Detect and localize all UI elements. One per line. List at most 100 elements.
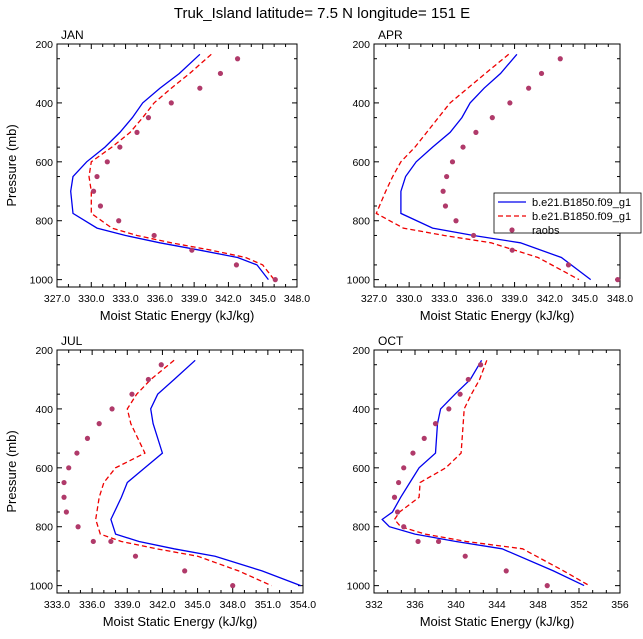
series-line-solid	[381, 359, 585, 587]
raobs-point	[74, 450, 80, 456]
x-tick-label: 339.0	[181, 293, 207, 305]
y-tick-label: 200	[352, 345, 370, 357]
raobs-point	[432, 421, 439, 427]
y-tick-label: 400	[352, 404, 370, 416]
legend-label: raobs	[532, 225, 560, 237]
raobs-point	[233, 262, 240, 268]
series-line-dashed	[375, 53, 580, 281]
raobs-point	[442, 203, 449, 209]
raobs-point	[189, 247, 195, 253]
plot-frame	[373, 43, 621, 288]
x-tick-label: 344	[488, 599, 506, 611]
x-tick-label: 354.0	[290, 599, 316, 611]
x-tick-label: 333.0	[112, 293, 138, 305]
raobs-point	[394, 509, 401, 515]
raobs-point	[217, 70, 224, 77]
raobs-point	[97, 203, 104, 209]
raobs-point	[90, 538, 96, 545]
raobs-point	[444, 173, 450, 180]
raobs-point	[415, 538, 421, 545]
x-tick-label: 345.0	[572, 293, 598, 305]
panel-jul: JUL 333.0 336.0 339.0 342.0 345.0 348.0 351.0 35…	[4, 334, 316, 629]
panel-label: APR	[378, 28, 403, 42]
series-line-solid	[110, 359, 301, 587]
raobs-point	[109, 406, 115, 412]
x-tick-label: 336	[406, 599, 424, 611]
raobs-point	[90, 188, 97, 194]
raobs-point	[465, 376, 471, 383]
raobs-point	[63, 509, 69, 515]
y-tick-label: 800	[35, 216, 53, 228]
x-tick-label: 342.0	[537, 293, 563, 305]
x-tick-label: 327.0	[361, 293, 387, 305]
raobs-point	[129, 391, 135, 397]
y-tick-label: 1000	[347, 581, 371, 593]
x-tick-label: 336.0	[147, 293, 173, 305]
legend-box	[493, 192, 642, 234]
raobs-point	[151, 232, 157, 239]
raobs-point	[410, 450, 416, 456]
raobs-point	[478, 362, 484, 368]
panels: JAN 327.0 330.0 333.0 336.0 339.0 342.0 345.0 34…	[4, 28, 642, 629]
x-axis-label: Moist Static Energy (kJ/kg)	[420, 614, 575, 629]
y-axis-label: Pressure (mb)	[4, 430, 19, 512]
y-tick-label: 600	[352, 157, 370, 169]
y-tick-label: 1000	[347, 275, 371, 287]
raobs-point	[557, 56, 563, 62]
y-tick-label: 600	[352, 463, 370, 475]
plot-frame	[373, 349, 621, 594]
legend: b.e21.B1850.f09_g1 b.e21.B1850.f09_g1raob…	[493, 192, 642, 237]
y-tick-label: 800	[352, 522, 370, 534]
raobs-point	[526, 85, 532, 91]
x-axis-label: Moist Static Energy (kJ/kg)	[103, 614, 258, 629]
raobs-point	[460, 144, 466, 150]
plot-frame	[56, 43, 298, 288]
legend-marker-raobs	[509, 227, 515, 233]
series-line-dashed	[88, 53, 275, 280]
x-tick-label: 327.0	[44, 293, 70, 305]
raobs-point	[94, 173, 100, 180]
panel-oct: OCT 332 336 340 344 348 352 356 200 400 600 800 1000…	[347, 334, 629, 629]
x-tick-label: 342.0	[149, 599, 175, 611]
raobs-point	[449, 159, 456, 165]
raobs-point	[462, 553, 468, 559]
series-line-solid	[70, 53, 269, 280]
x-tick-label: 345.0	[250, 293, 276, 305]
x-tick-label: 348.0	[607, 293, 633, 305]
y-tick-label: 1000	[30, 581, 54, 593]
panel-label: JUL	[61, 334, 83, 348]
raobs-point	[84, 435, 91, 441]
raobs-point	[509, 247, 515, 253]
raobs-point	[457, 391, 463, 397]
raobs-point	[158, 362, 164, 368]
x-tick-label: 330.0	[396, 293, 422, 305]
figure-title: Truk_Island latitude= 7.5 N longitude= 1…	[174, 5, 470, 22]
raobs-point	[132, 553, 139, 559]
plot-frame	[56, 349, 304, 594]
raobs-point	[134, 129, 140, 135]
raobs-point	[473, 129, 479, 135]
raobs-point	[182, 568, 188, 574]
x-tick-label: 345.0	[184, 599, 210, 611]
x-tick-label: 348.0	[284, 293, 310, 305]
x-tick-label: 332	[365, 599, 383, 611]
x-tick-label: 340	[447, 599, 465, 611]
raobs-point	[61, 494, 67, 500]
raobs-point	[538, 70, 545, 77]
raobs-point	[116, 218, 122, 224]
x-tick-label: 330.0	[78, 293, 104, 305]
x-tick-label: 336.0	[79, 599, 105, 611]
y-tick-label: 400	[352, 98, 370, 110]
raobs-point	[168, 100, 174, 106]
panel-jan: JAN 327.0 330.0 333.0 336.0 339.0 342.0 345.0 34…	[4, 28, 310, 323]
raobs-point	[440, 188, 446, 194]
series-line-dashed	[95, 359, 272, 587]
raobs-point	[61, 479, 67, 486]
raobs-point	[446, 406, 452, 412]
raobs-point	[615, 277, 621, 283]
raobs-point	[391, 494, 398, 500]
y-tick-label: 400	[35, 98, 53, 110]
x-tick-label: 348.0	[220, 599, 246, 611]
x-tick-label: 336.0	[466, 293, 492, 305]
